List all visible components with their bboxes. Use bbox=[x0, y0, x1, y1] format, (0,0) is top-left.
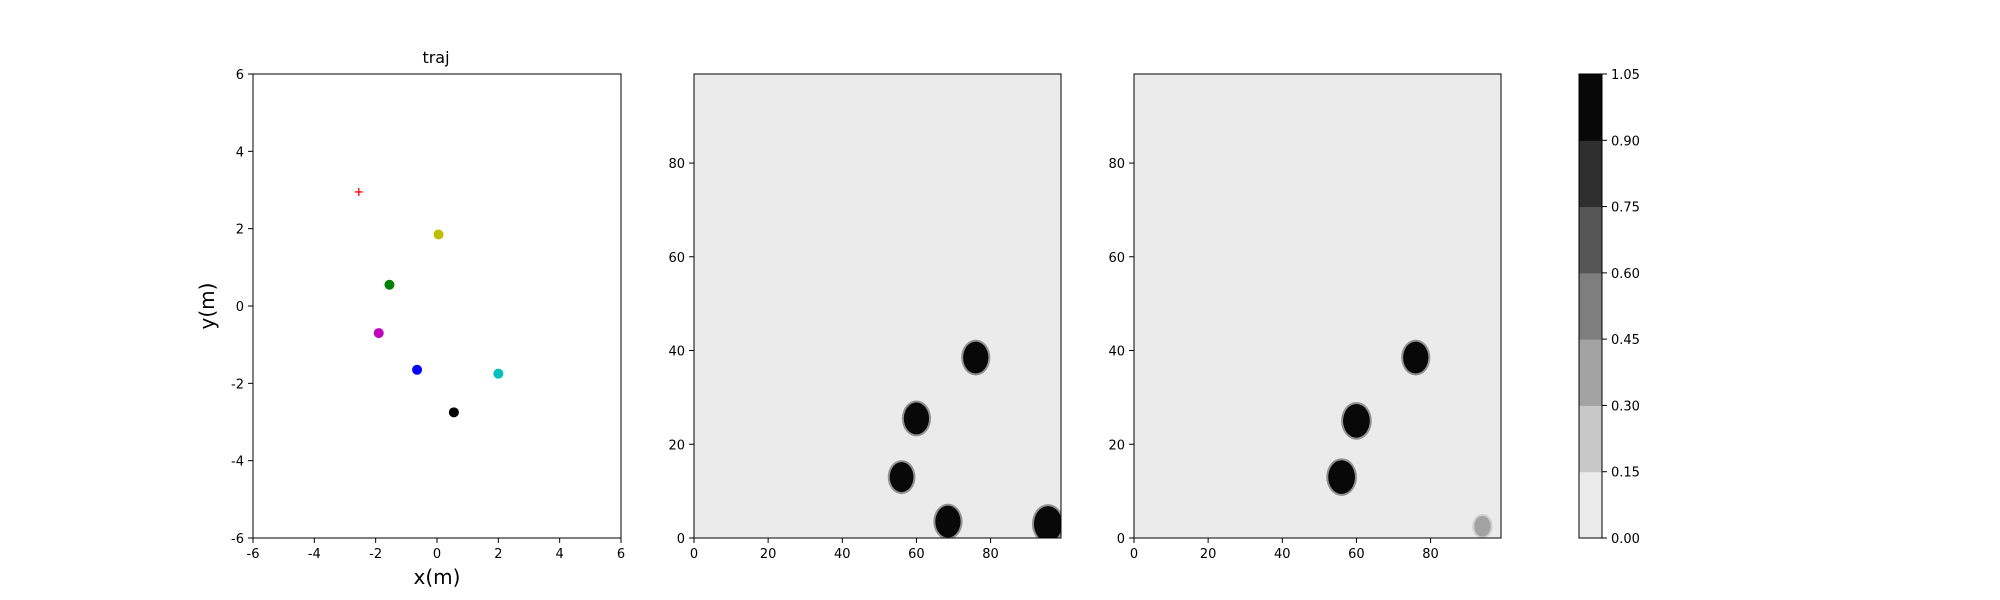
colorbar-tick-label: 0.45 bbox=[1611, 333, 1640, 348]
occupancy-map-2-y-ticks: 0 20 40 60 80 bbox=[1108, 157, 1134, 547]
occupancy-map-1-background bbox=[694, 74, 1061, 538]
occupancy-map-2-blob bbox=[1403, 341, 1429, 374]
trajectory-y-tick-label: -4 bbox=[231, 455, 244, 470]
trajectory-x-tick-label: 2 bbox=[494, 547, 502, 562]
goal-marker bbox=[354, 187, 363, 196]
trajectory-y-tick-label: -2 bbox=[231, 377, 244, 392]
occupancy-map-2-x-tick-label: 20 bbox=[1200, 547, 1217, 562]
occupancy-map-1-y-ticks: 0 20 40 60 80 bbox=[668, 157, 694, 547]
trajectory-y-tick-label: 4 bbox=[236, 145, 244, 160]
occupancy-map-2: 0 20 40 60 80 0 20 40 60 80 bbox=[1108, 73, 1502, 562]
occupancy-map-1-x-tick-label: 0 bbox=[690, 547, 698, 562]
occupancy-map-2-background bbox=[1134, 74, 1501, 538]
occupancy-map-2-x-ticks: 0 20 40 60 80 bbox=[1130, 538, 1439, 562]
occupancy-map-1-y-tick-label: 60 bbox=[668, 251, 685, 266]
trajectory-y-tick-label: 2 bbox=[236, 223, 244, 238]
occupancy-map-2-x-tick-label: 60 bbox=[1348, 547, 1365, 562]
trajectory-plot-area bbox=[252, 73, 622, 539]
agent-point bbox=[384, 279, 395, 290]
trajectory-y-tick-label: 6 bbox=[236, 68, 244, 83]
occupancy-map-2-x-tick-label: 0 bbox=[1130, 547, 1138, 562]
occupancy-map-1-y-tick-label: 20 bbox=[668, 438, 685, 453]
colorbar-bands bbox=[1579, 74, 1602, 539]
x-axis-label: x(m) bbox=[414, 565, 461, 589]
trajectory-x-tick-label: -6 bbox=[247, 547, 260, 562]
colorbar-tick-label: 0.30 bbox=[1611, 399, 1640, 414]
occupancy-map-2-y-tick-label: 80 bbox=[1108, 157, 1125, 172]
colorbar-tick-label: 1.05 bbox=[1611, 68, 1640, 83]
trajectory-x-tick-label: 4 bbox=[556, 547, 564, 562]
agent-point bbox=[412, 364, 423, 375]
occupancy-map-2-y-tick-label: 40 bbox=[1108, 345, 1125, 360]
occupancy-map-2-blob bbox=[1328, 460, 1355, 494]
occupancy-map-1-x-tick-label: 20 bbox=[760, 547, 777, 562]
colorbar-band bbox=[1579, 405, 1602, 473]
colorbar-band bbox=[1579, 339, 1602, 406]
trajectory-y-tick-label: 0 bbox=[236, 300, 244, 315]
occupancy-map-1-y-tick-label: 40 bbox=[668, 345, 685, 360]
colorbar-band bbox=[1579, 74, 1602, 141]
colorbar-band bbox=[1579, 272, 1602, 340]
occupancy-map-1-y-tick-label: 80 bbox=[668, 157, 685, 172]
occupancy-map-1-y-tick-label: 0 bbox=[677, 532, 685, 547]
colorbar-band bbox=[1579, 471, 1602, 539]
colorbar-ticks: 0.00 0.15 0.30 0.45 0.60 0.75 0.90 1.05 bbox=[1602, 68, 1640, 547]
occupancy-map-2-blobs bbox=[1326, 339, 1493, 538]
trajectory-x-tick-label: 0 bbox=[433, 547, 441, 562]
colorbar: 0.00 0.15 0.30 0.45 0.60 0.75 0.90 1.05 bbox=[1578, 68, 1640, 547]
colorbar-frame bbox=[1578, 73, 1603, 539]
occupancy-map-2-x-tick-label: 80 bbox=[1422, 547, 1439, 562]
colorbar-tick-label: 0.75 bbox=[1611, 201, 1640, 216]
occupancy-map-2-blob bbox=[1474, 515, 1491, 537]
trajectory-x-tick-label: -4 bbox=[308, 547, 321, 562]
trajectory-points bbox=[354, 187, 504, 418]
occupancy-map-2-y-tick-label: 0 bbox=[1117, 532, 1125, 547]
colorbar-tick-label: 0.15 bbox=[1611, 466, 1640, 481]
occupancy-map-1-blob bbox=[1033, 506, 1061, 538]
colorbar-tick-label: 0.00 bbox=[1611, 532, 1640, 547]
colorbar-band bbox=[1579, 206, 1602, 274]
colorbar-tick-label: 0.60 bbox=[1611, 267, 1640, 282]
agent-point bbox=[373, 328, 384, 339]
colorbar-band bbox=[1579, 140, 1602, 208]
trajectory-x-ticks: -6 -4 -2 0 2 4 6 bbox=[247, 538, 625, 562]
occupancy-map-1-x-tick-label: 40 bbox=[834, 547, 851, 562]
occupancy-map-1-x-tick-label: 80 bbox=[982, 547, 999, 562]
occupancy-map-1-blob bbox=[903, 402, 930, 435]
occupancy-map-1-x-tick-label: 60 bbox=[908, 547, 925, 562]
occupancy-map-1-blob bbox=[889, 462, 914, 493]
occupancy-map-2-x-tick-label: 40 bbox=[1274, 547, 1291, 562]
occupancy-map-1-frame bbox=[693, 73, 1062, 539]
agent-point bbox=[448, 407, 459, 418]
trajectory-x-tick-label: 6 bbox=[617, 547, 625, 562]
occupancy-map-1-blob bbox=[935, 505, 961, 538]
colorbar-tick-label: 0.90 bbox=[1611, 134, 1640, 149]
occupancy-map-1-blobs bbox=[887, 339, 1061, 538]
occupancy-map-2-y-tick-label: 60 bbox=[1108, 251, 1125, 266]
occupancy-map-2-frame bbox=[1133, 73, 1502, 539]
trajectory-x-tick-label: -2 bbox=[369, 547, 382, 562]
occupancy-map-1-x-ticks: 0 20 40 60 80 bbox=[690, 538, 999, 562]
trajectory-panel: traj -6 -4 -2 0 2 4 6 -6 -4 -2 0 2 4 6 x(m) y(m) bbox=[195, 48, 625, 589]
occupancy-map-1: 0 20 40 60 80 0 20 40 60 80 bbox=[668, 73, 1062, 562]
occupancy-map-2-blob bbox=[1343, 403, 1370, 438]
trajectory-y-ticks: -6 -4 -2 0 2 4 6 bbox=[231, 68, 253, 547]
occupancy-map-2-y-tick-label: 20 bbox=[1108, 438, 1125, 453]
y-axis-label: y(m) bbox=[195, 283, 219, 330]
agent-point bbox=[433, 229, 444, 240]
agent-point bbox=[493, 368, 504, 379]
trajectory-y-tick-label: -6 bbox=[231, 532, 244, 547]
occupancy-map-1-blob bbox=[963, 341, 989, 374]
trajectory-title: traj bbox=[422, 48, 449, 67]
